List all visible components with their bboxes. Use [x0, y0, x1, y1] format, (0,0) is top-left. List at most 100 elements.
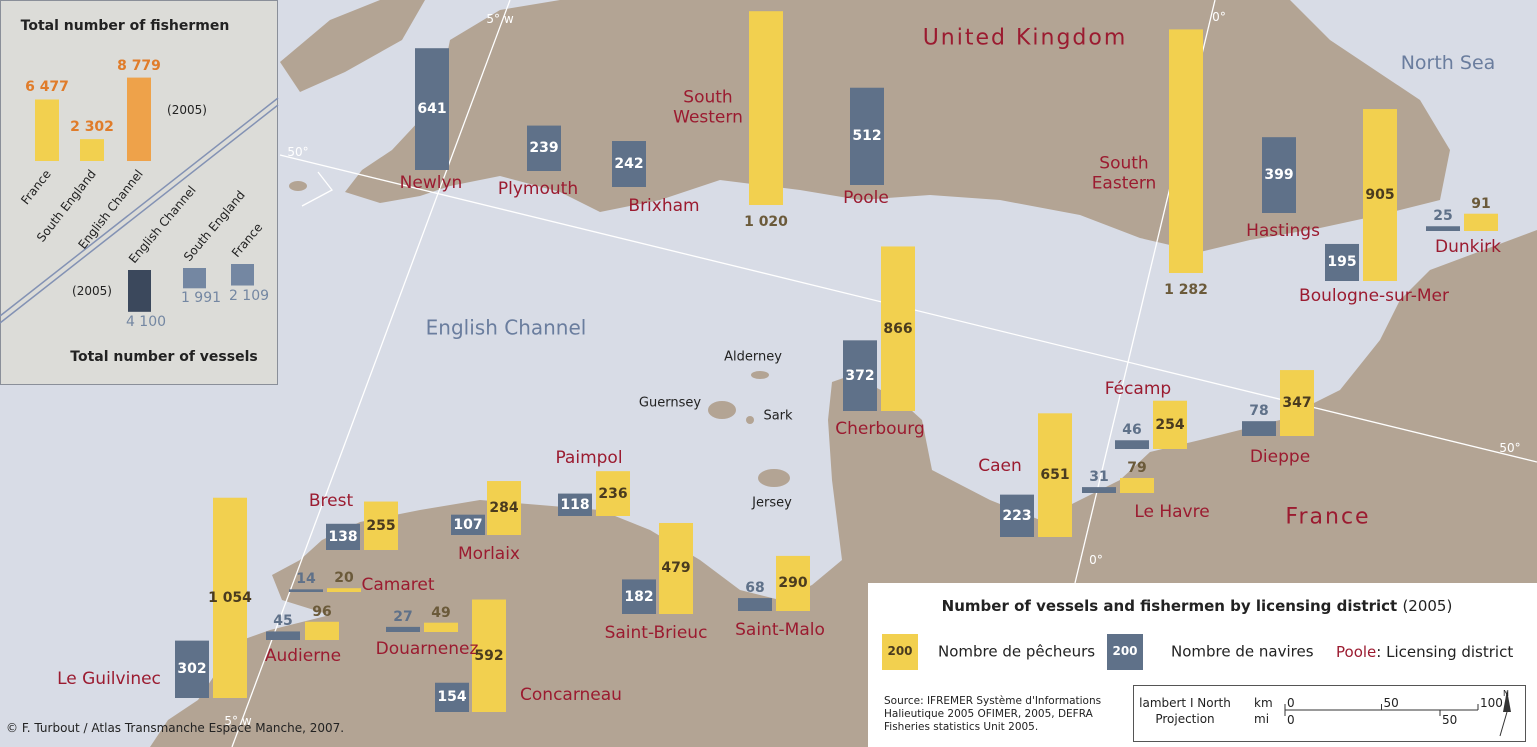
- bar: [612, 141, 646, 187]
- bar: [487, 481, 521, 535]
- graticule-break: [301, 171, 333, 207]
- bar-label: 347: [1282, 394, 1312, 411]
- bar-label: 49: [431, 604, 451, 621]
- bar: [1464, 213, 1498, 231]
- bar-label: 866: [883, 320, 913, 337]
- district-label: Paimpol: [555, 448, 623, 469]
- legend-district: Poole: Licensing district: [1336, 643, 1513, 661]
- bar: [305, 621, 339, 640]
- bar: [326, 523, 360, 550]
- country-label: United Kingdom: [922, 25, 1128, 51]
- bar: [364, 501, 398, 550]
- bar: [1363, 109, 1397, 281]
- bar-label: 20: [334, 570, 354, 587]
- country-label: France: [1285, 504, 1371, 530]
- bar: [266, 631, 300, 640]
- bar-label: 290: [778, 575, 808, 592]
- inset-bar: [231, 264, 254, 286]
- bar-label: 154: [437, 689, 467, 706]
- bar: [1169, 29, 1203, 274]
- district-label: Hastings: [1246, 221, 1320, 242]
- bar: [424, 622, 458, 632]
- bar: [1120, 477, 1154, 493]
- inset-value: 6 477: [25, 79, 69, 96]
- legend-swatch: [882, 634, 918, 670]
- district-label: Fécamp: [1104, 379, 1172, 400]
- source-line: Source: IFREMER Système d'Informations: [884, 695, 1102, 707]
- bar-label: 138: [328, 528, 358, 545]
- inset-divider: [0, 97, 279, 317]
- district-label: Audierne: [264, 646, 342, 667]
- bar-label: 27: [393, 608, 413, 625]
- bar: [749, 11, 783, 206]
- bar-label: 255: [366, 517, 396, 534]
- scale-tick-label: 0: [1287, 713, 1295, 728]
- district-label: Morlaix: [458, 544, 520, 565]
- inset-value: 2 302: [70, 119, 114, 136]
- graticule-label: 0°: [1089, 553, 1103, 568]
- graticule-label: 50°: [287, 145, 309, 160]
- graticule-label: 5° w: [486, 12, 514, 27]
- source: Source: IFREMER Système d'Informations H…: [884, 695, 1101, 734]
- inset-bar: [127, 77, 151, 161]
- inset-year: (2005): [72, 284, 112, 299]
- bar-label: 399: [1264, 167, 1294, 184]
- inset-title: Total number of fishermen: [20, 17, 230, 34]
- bar: [213, 497, 247, 698]
- bar-label: 25: [1433, 208, 1453, 225]
- graticule-label: 50°: [1499, 441, 1521, 456]
- bar: [881, 246, 915, 411]
- bar-label: 651: [1040, 467, 1070, 484]
- legend-swatch: [1107, 634, 1143, 670]
- bar-label: 46: [1122, 422, 1142, 439]
- bar-label: 372: [845, 367, 875, 384]
- scale-unit: km: [1254, 696, 1273, 710]
- north-arrow: [1503, 690, 1511, 712]
- bar-label: 242: [614, 155, 644, 172]
- north-label: N: [1503, 689, 1509, 698]
- projection: lambert I North Projection: [1139, 695, 1231, 727]
- credit: © F. Turbout / Atlas Transmanche Espace …: [6, 721, 345, 735]
- bar-label: 107: [453, 516, 483, 533]
- district-label: Brest: [308, 491, 354, 512]
- bar-label: 236: [598, 485, 628, 502]
- source-line: Fisheries statistics Unit 2005.: [884, 721, 1039, 733]
- scale-tick-label: 100: [1480, 696, 1503, 711]
- bar-label: 79: [1127, 459, 1147, 476]
- district-label: Le Guilvinec: [57, 669, 161, 690]
- bar-label: 223: [1002, 507, 1032, 524]
- bar: [738, 598, 772, 611]
- district-label: Caen: [978, 456, 1022, 477]
- bar-label: 905: [1365, 186, 1395, 203]
- bar: [527, 125, 561, 171]
- bar: [175, 640, 209, 698]
- district-label: Concarneau: [520, 685, 622, 706]
- graticule-label: 0°: [1212, 10, 1226, 25]
- bar: [1000, 494, 1034, 537]
- bar: [1325, 243, 1359, 281]
- bar: [451, 514, 485, 535]
- district-label: Newlyn: [399, 173, 463, 194]
- projection-line: Projection: [1155, 712, 1215, 726]
- bar: [415, 48, 449, 170]
- inset-year: (2005): [167, 103, 207, 118]
- inset-title: Total number of vessels: [70, 348, 258, 365]
- bar-label: 1 054: [208, 589, 252, 606]
- bar: [843, 340, 877, 411]
- bar: [1115, 440, 1149, 449]
- district-label: Brixham: [628, 196, 700, 217]
- bar-label: 195: [1327, 254, 1357, 271]
- land: [280, 0, 425, 92]
- bar-label: 68: [745, 580, 765, 597]
- graticule-label: 5° w: [224, 714, 252, 729]
- inset-value: 8 779: [117, 57, 161, 74]
- island-label: Guernsey: [638, 395, 702, 411]
- legend-title-text: Number of vessels and fishermen by licen…: [941, 597, 1398, 615]
- inset-value: 1 991: [180, 290, 222, 307]
- district-label: Le Havre: [1134, 502, 1210, 523]
- sea-label: English Channel: [425, 315, 587, 340]
- inset-bar: [80, 139, 104, 161]
- bar-label: 302: [177, 661, 207, 678]
